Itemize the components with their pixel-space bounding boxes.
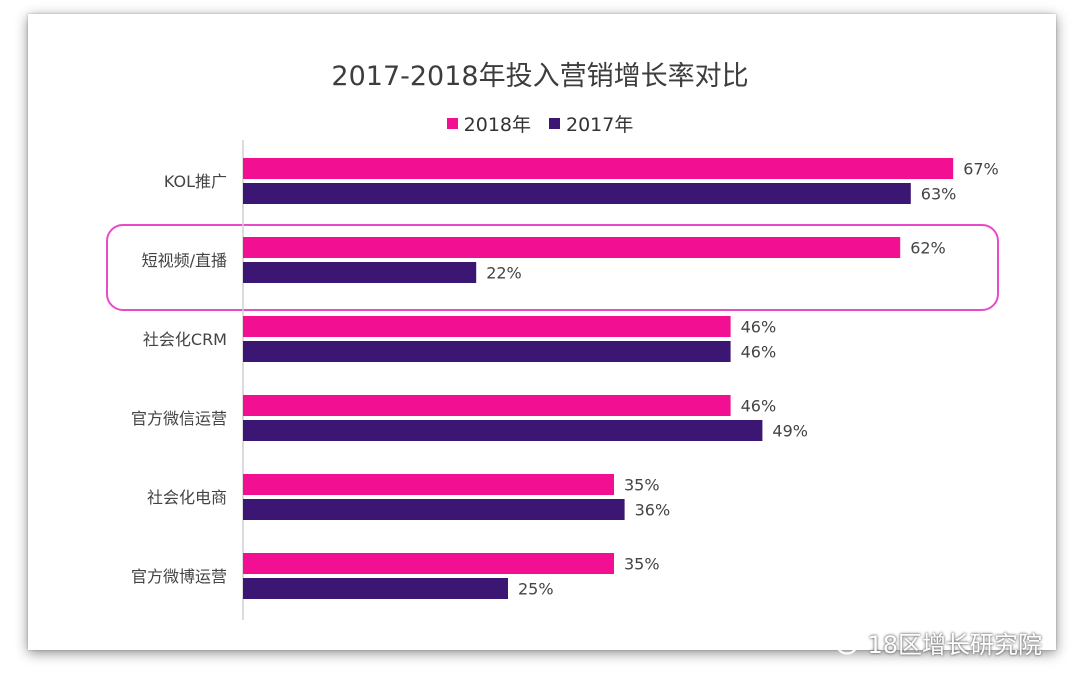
category-label: 官方微信运营	[131, 409, 227, 428]
bar-2018	[243, 158, 954, 179]
bar-2017	[243, 420, 763, 441]
wechat-icon	[826, 629, 858, 655]
data-label: 36%	[635, 501, 671, 520]
bar-2018	[243, 474, 614, 495]
highlight-box	[106, 224, 999, 311]
data-label: 62%	[910, 239, 946, 258]
watermark: 18区增长研究院	[825, 625, 1042, 660]
bar-2018	[243, 237, 901, 258]
legend-item-2017: 2017年	[549, 110, 633, 137]
chart-title: 2017-2018年投入营销增长率对比	[331, 61, 749, 92]
data-label: 35%	[624, 555, 660, 574]
legend-label-2018: 2018年	[463, 114, 531, 136]
data-label: 35%	[624, 476, 660, 495]
bar-2017	[243, 341, 731, 362]
category-label: 社会化CRM	[143, 330, 227, 349]
legend-swatch-2018	[446, 118, 458, 129]
data-label: 25%	[518, 580, 554, 599]
category-label: KOL推广	[164, 172, 227, 191]
data-label: 46%	[741, 343, 777, 362]
category-label: 官方微博运营	[131, 567, 227, 586]
bar-2017	[243, 578, 508, 599]
legend-label-2017: 2017年	[566, 114, 634, 136]
category-label: 短视频/直播	[142, 251, 227, 270]
data-label: 49%	[772, 422, 808, 441]
data-label: 46%	[741, 397, 777, 416]
bar-2017	[243, 183, 911, 204]
data-label: 63%	[921, 185, 957, 204]
legend-swatch-2017	[549, 118, 560, 129]
chart-legend: 2018年 2017年	[0, 110, 1080, 137]
category-label: 社会化电商	[147, 488, 227, 507]
legend-item-2018: 2018年	[446, 110, 531, 137]
bar-2018	[243, 316, 731, 337]
bar-2017	[243, 262, 477, 283]
data-label: 22%	[486, 264, 522, 283]
bar-2018	[243, 553, 614, 574]
watermark-text: 18区增长研究院	[867, 631, 1042, 659]
data-label: 46%	[741, 318, 777, 337]
bar-2017	[243, 499, 625, 520]
data-label: 67%	[963, 160, 999, 179]
bar-2018	[243, 395, 731, 416]
